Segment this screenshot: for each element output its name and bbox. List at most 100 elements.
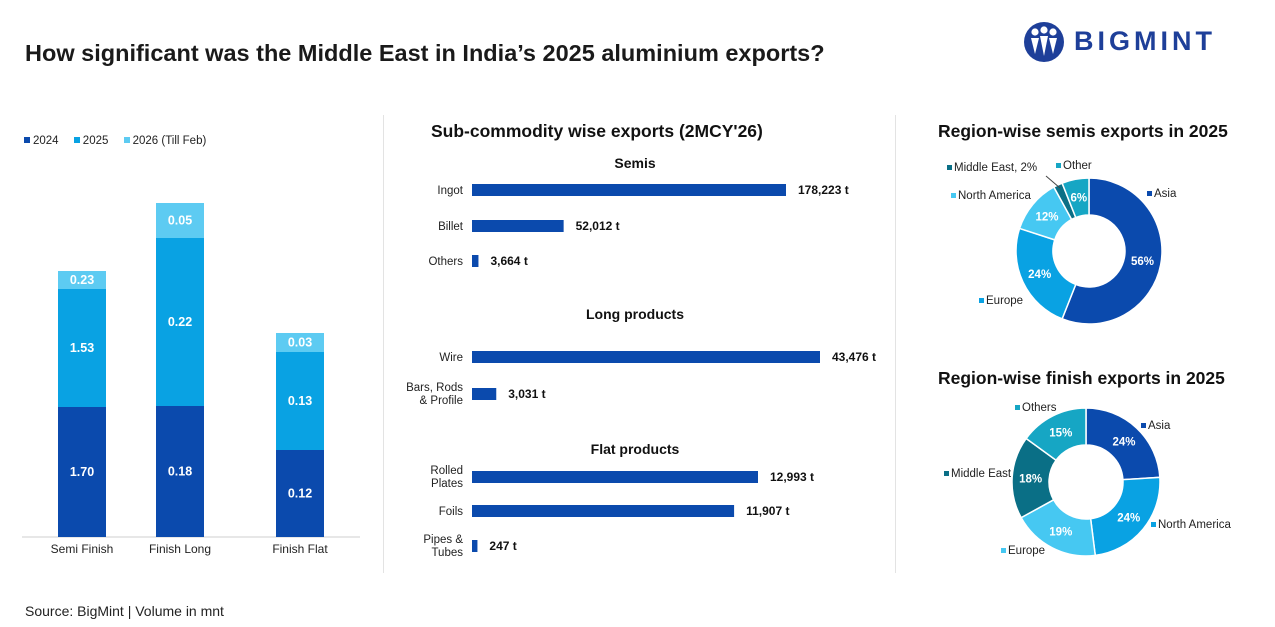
donut-slice	[1061, 177, 1090, 219]
bar-category-label: Foils	[439, 506, 464, 518]
legend-label: 2026 (Till Feb)	[132, 135, 207, 147]
data-label: 0.03	[288, 336, 312, 350]
bar	[472, 505, 735, 517]
panel-divider	[895, 115, 896, 573]
bar	[472, 184, 786, 196]
slice-legend-marker	[1001, 548, 1006, 553]
slice-legend-marker	[1147, 191, 1152, 196]
slice-legend-marker	[979, 298, 984, 303]
data-label: 0.18	[168, 465, 192, 479]
legend-item-2025: 2025	[73, 135, 109, 147]
bar-segment	[156, 238, 204, 406]
legend-label: 2025	[82, 135, 109, 147]
slice-value-label: 12%	[1035, 211, 1058, 223]
slice-legend-marker	[1141, 423, 1146, 428]
bar	[472, 388, 497, 400]
bar-category-label: Rolled Plates	[430, 465, 463, 490]
semis-donut-title: Region-wise semis exports in 2025	[938, 121, 1228, 141]
slice-legend-label: North America	[958, 190, 1031, 202]
bar-category-label: Bars, Rods & Profile	[406, 382, 463, 407]
brand-logo: BIGMINT	[1022, 18, 1237, 66]
bar-segment	[156, 203, 204, 238]
data-label: 0.12	[288, 487, 312, 501]
bar-value-label: 43,476 t	[832, 350, 876, 364]
slice-value-label: 6%	[1070, 192, 1087, 204]
stacked-chart-legend: 2024 2025 2026 (Till Feb)	[24, 135, 218, 147]
bar-value-label: 3,664 t	[490, 254, 527, 268]
legend-item-2026: 2026 (Till Feb)	[123, 135, 207, 147]
bigmint-logo-icon	[1024, 22, 1064, 62]
source-note: Source: BigMint | Volume in mnt	[25, 603, 224, 619]
slice-legend-label: Middle East	[951, 468, 1012, 480]
slice-legend-marker	[951, 193, 956, 198]
donut-slice	[1061, 177, 1163, 325]
slice-legend-label: North America	[1158, 519, 1231, 531]
slice-value-label: 15%	[1049, 428, 1072, 440]
slice-value-label: 24%	[1028, 269, 1051, 281]
bar-category-label: Billet	[438, 221, 464, 233]
bar	[472, 540, 478, 552]
region-donut-charts: 56% Asia 24% Europe 12% North America Middle E…	[944, 160, 1231, 557]
slice-legend-label: Europe	[1008, 545, 1045, 557]
slice-value-label: 19%	[1049, 526, 1072, 538]
slice-legend-marker	[944, 471, 949, 476]
slice-value-label: 18%	[1019, 474, 1042, 486]
bar-value-label: 11,907 t	[746, 504, 789, 518]
group-header: Flat products	[591, 441, 680, 457]
data-label: 0.23	[70, 273, 94, 287]
panel-divider	[383, 115, 384, 573]
bar-value-label: 247 t	[489, 539, 516, 553]
group-header: Semis	[614, 155, 655, 171]
slice-legend-marker	[1015, 405, 1020, 410]
bar	[472, 220, 564, 232]
data-label: 0.22	[168, 315, 192, 329]
bar-value-label: 178,223 t	[798, 183, 849, 197]
donut-slice	[1025, 407, 1087, 462]
slice-legend-marker	[1056, 163, 1061, 168]
bar-value-label: 52,012 t	[576, 219, 620, 233]
subcommodity-chart-title: Sub-commodity wise exports (2MCY'26)	[431, 121, 763, 141]
finish-donut-title: Region-wise finish exports in 2025	[938, 368, 1225, 388]
bar	[472, 255, 479, 267]
data-label: 0.13	[288, 394, 312, 408]
bar-category-label: Ingot	[437, 185, 463, 197]
slice-legend-label: Asia	[1148, 420, 1171, 432]
subcommodity-bar-chart: Semis Ingot 178,223 t Billet 52,012 t Others 3…	[406, 155, 876, 559]
slice-legend-label: Other	[1063, 160, 1092, 172]
bar	[472, 471, 758, 483]
slice-leader-line	[1045, 175, 1061, 189]
bar-category-label: Pipes & Tubes	[423, 534, 463, 559]
slice-legend-label: Europe	[986, 295, 1023, 307]
slice-value-label: 56%	[1131, 256, 1154, 268]
brand-name: BIGMINT	[1074, 26, 1216, 56]
slice-legend-label: Middle East, 2%	[954, 162, 1037, 174]
data-label: 1.70	[70, 465, 94, 479]
bar-segment	[58, 407, 106, 537]
category-label: Finish Long	[149, 542, 211, 556]
bar-segment	[276, 333, 324, 352]
bar-segment	[156, 406, 204, 537]
slice-value-label: 24%	[1112, 437, 1135, 449]
data-label: 1.53	[70, 341, 94, 355]
category-label: Finish Flat	[272, 542, 328, 556]
slice-legend-label: Asia	[1154, 188, 1177, 200]
bar-segment	[58, 289, 106, 407]
bar-segment	[58, 271, 106, 289]
slice-legend-marker	[947, 165, 952, 170]
bar-category-label: Others	[428, 256, 463, 268]
legend-item-2024: 2024	[24, 135, 59, 147]
slice-value-label: 24%	[1117, 512, 1140, 524]
legend-label: 2024	[33, 135, 59, 147]
category-label: Semi Finish	[51, 542, 114, 556]
donut-slice	[1015, 227, 1077, 320]
data-label: 0.05	[168, 214, 192, 228]
bar-value-label: 3,031 t	[508, 387, 545, 401]
slice-legend-label: Others	[1022, 402, 1057, 414]
group-header: Long products	[586, 306, 684, 322]
page-title: How significant was the Middle East in I…	[25, 40, 825, 66]
stacked-bar-chart: 1.70 1.53 0.23 Semi Finish 0.18 0.22 0.05 Finis…	[22, 203, 360, 556]
bar-segment	[276, 352, 324, 450]
bar-segment	[276, 450, 324, 537]
bar-value-label: 12,993 t	[770, 470, 814, 484]
bar	[472, 351, 820, 363]
